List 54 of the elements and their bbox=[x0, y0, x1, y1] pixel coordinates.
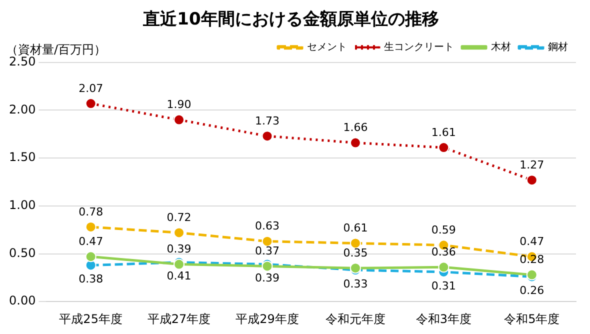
x-tick-label: 平成29年度 bbox=[236, 312, 299, 326]
data-label: 0.47 bbox=[520, 234, 544, 248]
data-label: 0.37 bbox=[255, 244, 280, 258]
legend-label: セメント bbox=[307, 42, 347, 53]
data-label: 0.72 bbox=[166, 211, 192, 224]
data-label: 0.36 bbox=[431, 246, 456, 259]
data-label: 0.35 bbox=[343, 246, 368, 260]
data-label: 1.27 bbox=[520, 158, 544, 172]
data-label: 0.63 bbox=[255, 220, 280, 233]
data-label: 1.66 bbox=[343, 121, 368, 134]
y-tick-label: 1.00 bbox=[9, 198, 36, 212]
point bbox=[85, 221, 96, 232]
data-label: 0.59 bbox=[431, 224, 456, 237]
data-label: 0.61 bbox=[343, 222, 368, 235]
point bbox=[85, 251, 96, 262]
data-label: 2.07 bbox=[78, 82, 104, 95]
y-axis-title: （資材量/百万円） bbox=[6, 42, 106, 57]
y-tick-label: 1.50 bbox=[9, 150, 36, 164]
chart-title: 直近10年間における金額原単位の推移 bbox=[142, 10, 439, 30]
y-tick-label: 2.00 bbox=[9, 102, 36, 116]
data-label: 0.28 bbox=[520, 253, 544, 266]
data-label: 0.41 bbox=[166, 270, 192, 283]
legend-label: 鋼材 bbox=[548, 40, 568, 53]
x-tick-label: 令和元年度 bbox=[325, 312, 386, 326]
y-tick-label: 0.00 bbox=[9, 294, 36, 308]
data-label: 0.39 bbox=[255, 272, 280, 285]
data-label: 0.38 bbox=[78, 272, 104, 286]
y-tick-label: 0.50 bbox=[9, 246, 36, 260]
data-label: 0.39 bbox=[166, 242, 192, 256]
point bbox=[85, 98, 96, 110]
point bbox=[174, 114, 185, 126]
x-tick-label: 平成25年度 bbox=[59, 312, 122, 326]
x-tick-label: 平成27年度 bbox=[147, 312, 211, 326]
data-label: 0.33 bbox=[343, 277, 368, 290]
x-tick-label: 令和5年度 bbox=[504, 312, 560, 326]
data-label: 1.73 bbox=[255, 114, 280, 128]
point bbox=[262, 130, 273, 142]
point bbox=[262, 236, 273, 247]
point bbox=[438, 262, 450, 273]
data-label: 0.78 bbox=[78, 205, 104, 218]
data-label: 1.61 bbox=[431, 126, 456, 139]
data-label: 0.47 bbox=[78, 234, 104, 248]
data-label: 0.26 bbox=[520, 284, 544, 298]
point bbox=[350, 137, 361, 148]
point bbox=[526, 174, 538, 186]
point bbox=[174, 227, 185, 238]
x-tick-label: 令和3年度 bbox=[416, 312, 472, 326]
point bbox=[438, 142, 450, 154]
data-label: 1.90 bbox=[166, 98, 192, 112]
legend-label: 木材 bbox=[491, 40, 511, 53]
point bbox=[350, 238, 361, 249]
y-tick-label: 2.50 bbox=[9, 54, 36, 69]
legend-label: 生コンクリート bbox=[384, 40, 454, 53]
data-label: 0.31 bbox=[431, 279, 456, 292]
